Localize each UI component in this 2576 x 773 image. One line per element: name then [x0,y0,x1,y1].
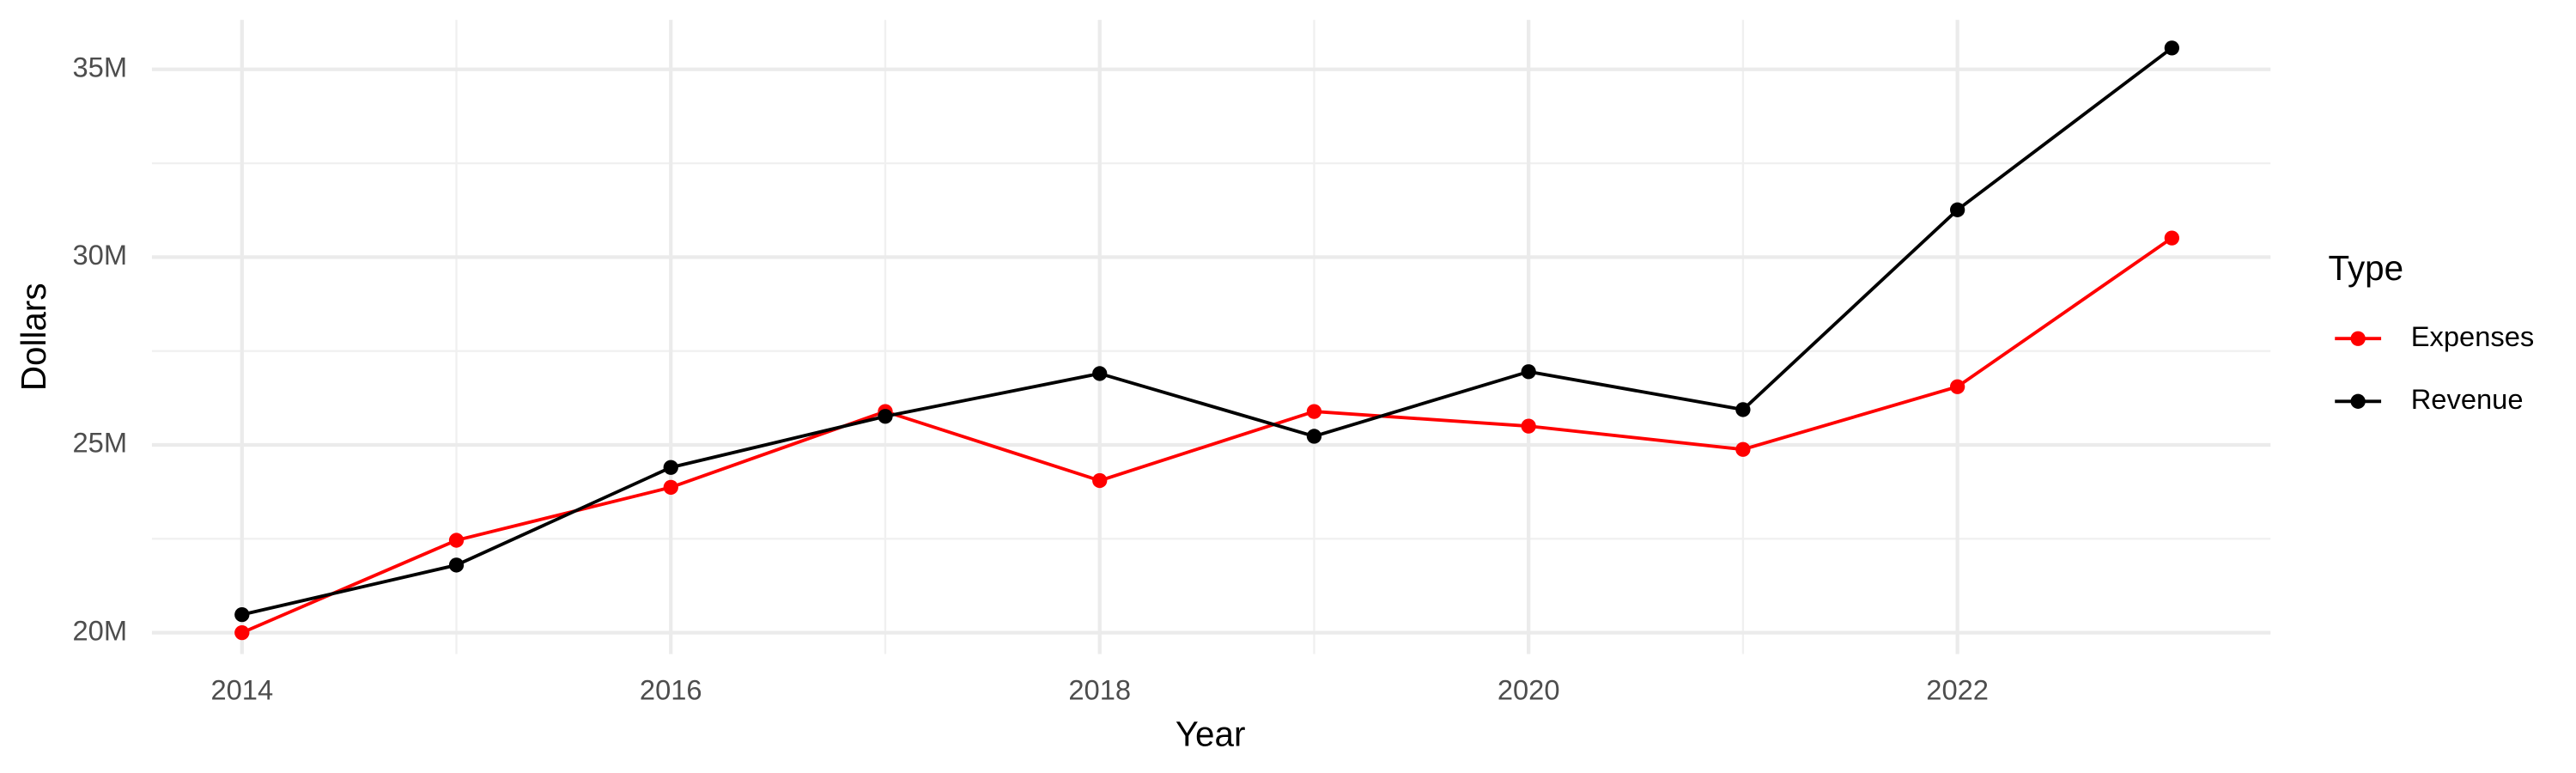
y-tick-label: 35M [72,51,127,82]
data-point [1092,366,1108,381]
data-point [1735,402,1751,417]
legend-label: Revenue [2411,383,2524,415]
data-point [1092,472,1108,489]
y-tick-label: 20M [72,614,127,646]
data-point [2164,40,2180,56]
data-point [663,460,678,475]
x-axis-label: Year [1176,714,1246,753]
x-tick-label: 2020 [1498,673,1560,705]
x-tick-label: 2016 [640,673,702,705]
y-tick-label: 30M [72,239,127,271]
data-point [2164,230,2180,246]
data-point [448,557,465,573]
y-axis-label: Dollars [14,283,53,391]
data-point [1949,379,1965,394]
data-point [234,606,250,623]
data-point [878,409,893,424]
data-point [1306,429,1322,444]
y-tick-label: 25M [72,427,127,459]
data-point [1306,404,1322,419]
x-tick-label: 2018 [1068,673,1131,705]
legend-title: Type [2329,248,2404,288]
x-tick-label: 2014 [210,673,273,705]
series-line [241,236,2173,635]
legend-label: Expenses [2411,320,2535,352]
data-point [1521,364,1536,380]
data-point [1735,441,1751,457]
x-tick-label: 2022 [1926,673,1989,705]
data-point [234,624,250,641]
data-point [1521,418,1536,434]
legend-swatch-point [2350,393,2366,409]
data-point [1949,202,1965,217]
series-line [241,46,2173,617]
data-point [448,533,465,548]
data-point [663,479,678,496]
legend-swatch-point [2350,331,2366,346]
